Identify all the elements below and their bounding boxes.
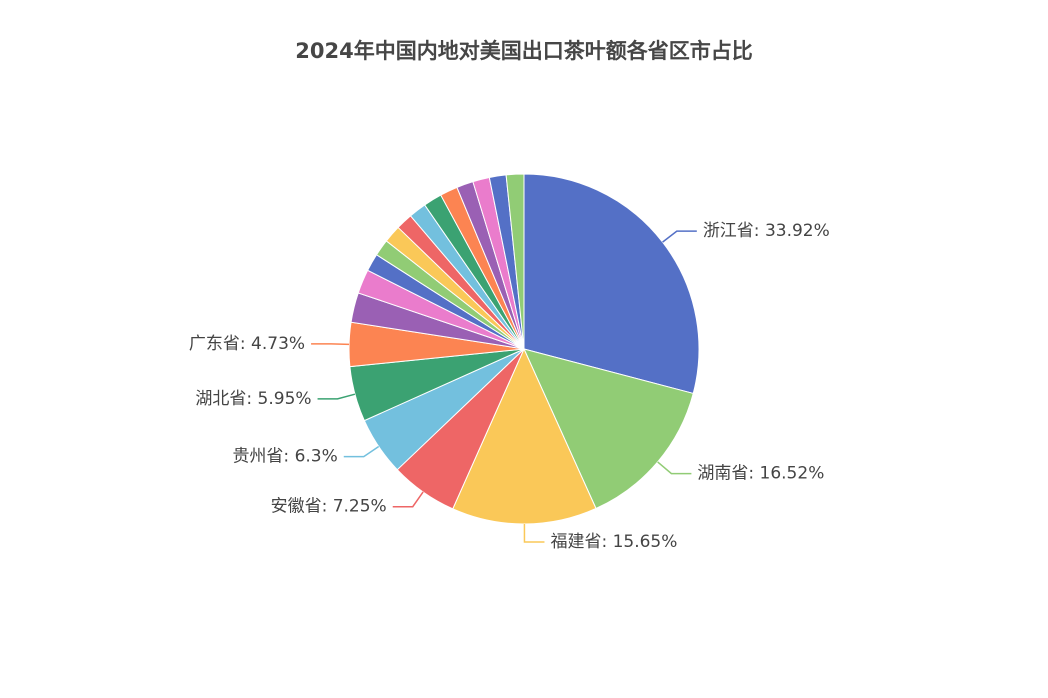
label-line [392,491,424,508]
label-line [657,461,692,475]
pie-slice [505,173,525,350]
data-label: 福建省: 15.65% [550,532,677,552]
chart-title: 2024年中国内地对美国出口茶叶额各省区市占比 [295,39,752,63]
data-label: 安徽省: 7.25% [271,497,387,517]
label-line [317,393,356,400]
pie-slice [523,348,694,510]
label-line [662,230,697,243]
data-label: 贵州省: 6.3% [232,447,337,467]
data-label: 广东省: 4.73% [189,334,305,354]
data-label: 湖北省: 5.95% [195,389,311,409]
data-label: 浙江省: 33.92% [703,221,830,241]
label-line [343,445,380,458]
label-line [523,523,545,543]
data-label: 湖南省: 16.52% [697,464,824,484]
